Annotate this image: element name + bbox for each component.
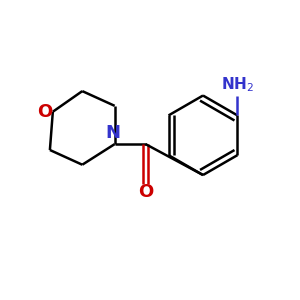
Text: O: O bbox=[138, 183, 153, 201]
Text: O: O bbox=[37, 103, 52, 121]
Text: NH$_2$: NH$_2$ bbox=[221, 75, 254, 94]
Text: N: N bbox=[106, 124, 121, 142]
